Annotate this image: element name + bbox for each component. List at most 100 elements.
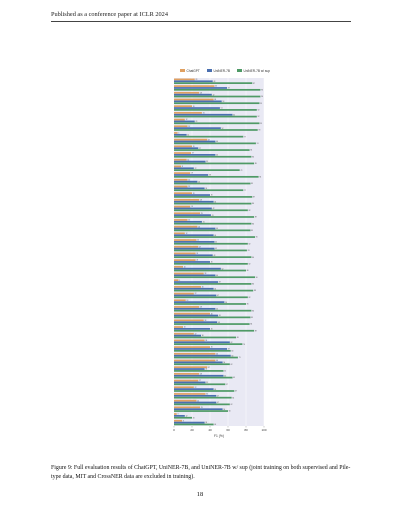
bar [174, 314, 219, 317]
bar-value-label: 28 [200, 92, 202, 94]
bar [174, 306, 200, 308]
bar-value-label: 37 [208, 367, 210, 369]
bar-value-label: 80 [247, 270, 249, 272]
bar-value-label: 22 [195, 387, 197, 389]
bar [174, 140, 216, 143]
bar-value-label: 34 [205, 188, 207, 190]
bar-value-label: 88 [254, 290, 256, 292]
bar [174, 272, 204, 275]
bar [174, 129, 258, 131]
bar-value-label: 22 [195, 293, 197, 295]
bar-value-label: 54 [223, 409, 225, 411]
bar-value-label: 42 [213, 208, 215, 210]
bar-value-label: 46 [216, 360, 218, 362]
bar [174, 399, 197, 402]
bar-value-label: 49 [219, 315, 221, 317]
bar-value-label: 23 [196, 79, 198, 81]
bar-value-label: 46 [216, 228, 218, 230]
bar-value-label: 33 [205, 320, 207, 322]
bar [174, 98, 214, 101]
bar [174, 127, 221, 129]
bar [174, 356, 238, 359]
bar [174, 222, 252, 225]
bar-value-label: 34 [205, 422, 207, 424]
bar-value-label: 25 [197, 240, 199, 242]
bar-value-label: 47 [217, 295, 219, 297]
bar-value-label: 12 [186, 233, 188, 235]
bar-value-label: 71 [239, 357, 241, 359]
bar [174, 252, 196, 255]
bar [174, 236, 255, 238]
bar [174, 227, 216, 230]
bar [174, 160, 206, 163]
bar-value-label: 45 [215, 248, 217, 250]
bar [174, 120, 195, 123]
figure-caption: Figure 9: Full evaluation results of Cha… [51, 464, 351, 481]
x-tick-label: 0 [173, 428, 175, 432]
bar-value-label: 55 [224, 371, 226, 373]
bar-value-label: 93 [259, 130, 261, 132]
bar-value-label: 40 [211, 195, 213, 197]
bar-value-label: 22 [195, 168, 197, 170]
bar-value-label: 81 [248, 250, 250, 252]
bar [174, 194, 210, 196]
bar [174, 406, 201, 409]
bar [174, 408, 223, 411]
bar-value-label: 15 [188, 179, 190, 181]
legend-label: ChatGPT [187, 69, 200, 73]
bar [174, 352, 216, 355]
bar [174, 336, 237, 339]
bar-value-label: 82 [249, 263, 251, 265]
bar [174, 301, 225, 303]
bar-value-label: 38 [209, 175, 211, 177]
page-number: 18 [196, 491, 204, 498]
bar-value-label: 14 [187, 134, 189, 136]
bar-value-label: 35 [206, 161, 208, 163]
bar-value-label: 46 [216, 155, 218, 157]
bar-value-label: 22 [195, 333, 197, 335]
bar [174, 245, 199, 248]
bar-value-label: 27 [199, 148, 201, 150]
bar [174, 416, 192, 419]
bar [174, 241, 215, 243]
bar-value-label: 90 [256, 237, 258, 239]
bar [174, 256, 252, 258]
bar [174, 199, 200, 201]
bar-value-label: 65 [233, 377, 235, 379]
bar-value-label: 15 [188, 220, 190, 222]
bar [174, 296, 248, 299]
bar [174, 91, 200, 94]
bar-value-label: 40 [211, 347, 213, 349]
bar-value-label: 55 [224, 375, 226, 377]
bar-value-label: 43 [214, 255, 216, 257]
bar [174, 182, 251, 185]
bar-value-label: 86 [252, 203, 254, 205]
bar-value-label: 92 [258, 116, 260, 118]
bar [174, 361, 223, 364]
bar [174, 229, 251, 232]
bar [174, 135, 244, 138]
bar-value-label: 37 [208, 139, 210, 141]
bar-value-label: 20 [193, 146, 195, 148]
bar [174, 341, 230, 344]
bar [174, 115, 257, 118]
bar [174, 232, 185, 235]
bar-value-label: 86 [252, 223, 254, 225]
bar [174, 178, 188, 181]
bar [174, 323, 250, 325]
bar-value-label: 89 [255, 330, 257, 332]
bar [174, 196, 253, 198]
bar [174, 390, 235, 392]
bar [174, 312, 210, 315]
bar [174, 154, 216, 156]
bar-value-label: 23 [196, 121, 198, 123]
bar [174, 112, 202, 114]
bar [174, 82, 253, 84]
bar [174, 328, 210, 330]
bar [174, 189, 244, 192]
bar-value-label: 31 [203, 221, 205, 223]
bar [174, 343, 243, 345]
bar-value-label: 15 [188, 186, 190, 188]
bar-value-label: 69 [237, 337, 239, 339]
